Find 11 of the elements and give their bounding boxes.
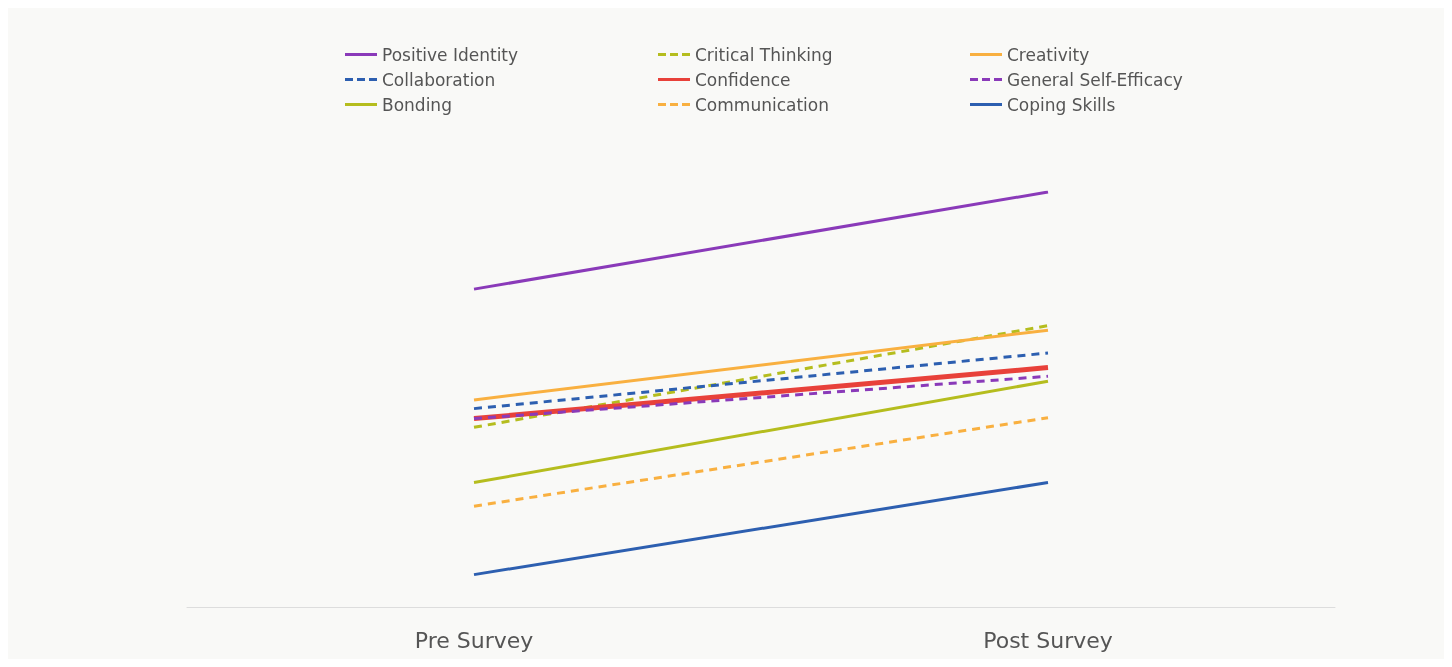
legend-label: Bonding xyxy=(382,94,452,115)
legend-label: Collaboration xyxy=(382,69,496,90)
legend-label: Coping Skills xyxy=(1007,94,1116,115)
legend-label: General Self-Efficacy xyxy=(1007,69,1183,90)
legend-label: Critical Thinking xyxy=(695,44,833,65)
legend-label: Positive Identity xyxy=(382,44,519,65)
legend-label: Communication xyxy=(695,94,829,115)
x-tick-label: Pre Survey xyxy=(414,627,534,653)
legend-label: Confidence xyxy=(695,69,791,90)
x-tick-label: Post Survey xyxy=(983,627,1113,653)
legend-label: Creativity xyxy=(1007,44,1090,65)
